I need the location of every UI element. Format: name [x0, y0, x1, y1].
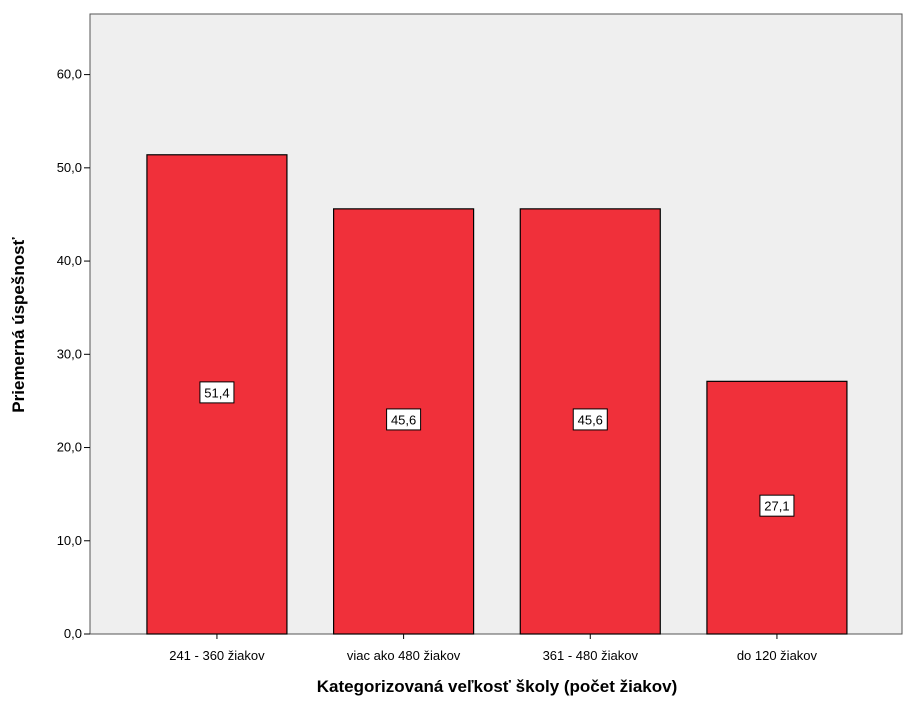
x-tick-label: 361 - 480 žiakov	[543, 648, 639, 663]
y-tick-label: 50,0	[57, 160, 82, 175]
y-tick-label: 10,0	[57, 533, 82, 548]
x-axis: 241 - 360 žiakov viac ako 480 žiakov 361 -…	[169, 634, 818, 663]
y-tick-label: 40,0	[57, 253, 82, 268]
data-label-box	[759, 494, 795, 517]
x-axis-title: Kategorizovaná veľkosť školy (počet žiak…	[317, 677, 677, 696]
data-label-box	[199, 381, 235, 404]
data-label: 45,6	[578, 412, 603, 427]
y-axis: 0,0 10,0 20,0 30,0 40,0 50,0 60,0	[57, 67, 90, 641]
data-labels-group: 51,4 45,6 45,6 27,1	[199, 381, 795, 517]
y-tick-label: 0,0	[64, 626, 82, 641]
data-label-box	[572, 408, 608, 431]
x-tick-label: 241 - 360 žiakov	[169, 648, 265, 663]
data-label: 27,1	[764, 499, 789, 514]
y-tick-label: 20,0	[57, 440, 82, 455]
x-tick-label: do 120 žiakov	[737, 648, 818, 663]
data-label: 45,6	[391, 412, 416, 427]
y-tick-label: 60,0	[57, 67, 82, 82]
y-axis-title: Priemerná úspešnosť	[9, 236, 28, 412]
x-tick-label: viac ako 480 žiakov	[347, 648, 461, 663]
data-label: 51,4	[204, 385, 229, 400]
data-label-box	[386, 408, 422, 431]
y-tick-label: 30,0	[57, 346, 82, 361]
